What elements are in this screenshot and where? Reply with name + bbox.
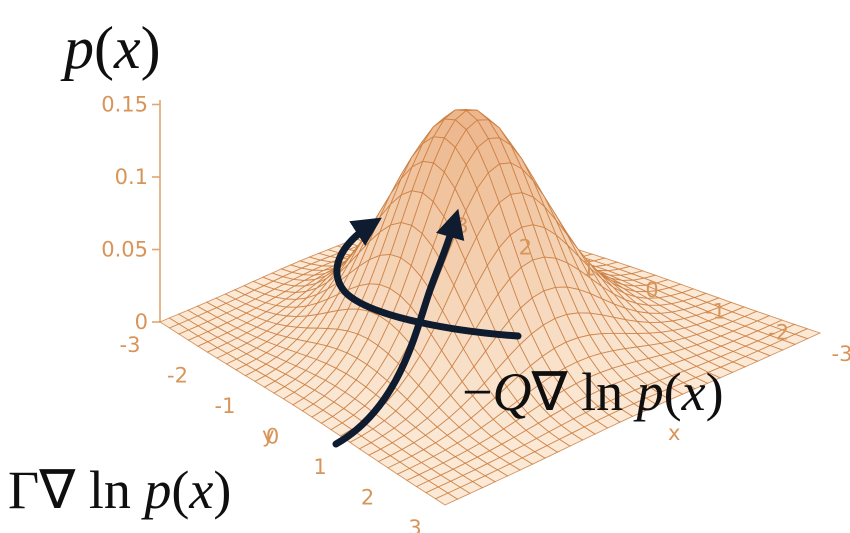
gaussian-surface xyxy=(159,109,822,506)
x-axis-label: x xyxy=(668,421,680,445)
surface-patch xyxy=(434,492,459,506)
annotation-gamma-open: ( xyxy=(171,460,189,520)
gradient-arrow xyxy=(332,208,465,448)
y-tick-group: -3 -2 -1 0 1 2 3 xyxy=(120,333,422,533)
title-p: p xyxy=(60,15,94,81)
annotation-q-p: p xyxy=(633,362,664,422)
annotation-gamma-p: p xyxy=(140,460,171,520)
annotation-q-open: ( xyxy=(664,362,682,422)
annotation-q-x: x xyxy=(681,362,706,422)
title-open-paren: ( xyxy=(94,15,114,81)
y-tick-label: 0 xyxy=(266,425,279,449)
y-tick-label: -2 xyxy=(167,364,188,388)
z-tick-group: 0 0.05 0.1 0.15 xyxy=(101,93,160,334)
x-tick-label: -2 xyxy=(768,321,789,345)
y-tick-label: 1 xyxy=(313,455,326,479)
annotation-gamma-nabla-ln: Γ∇ ln xyxy=(8,460,144,520)
y-axis-label: y xyxy=(262,423,274,447)
z-tick-label: 0 xyxy=(135,310,148,334)
z-tick-label: 0.1 xyxy=(115,165,148,189)
x-tick-label: 2 xyxy=(519,235,532,259)
y-tick-label: 2 xyxy=(361,486,374,510)
annotation-q-nabla-ln: ∇ ln xyxy=(530,362,636,422)
chart-title: p(x) xyxy=(60,15,161,81)
annotation-q-term: −Q∇ ln p(x) xyxy=(462,362,724,422)
annotation-q-close: ) xyxy=(706,362,724,422)
title-x: x xyxy=(113,15,141,81)
x-tick-label: 0 xyxy=(645,278,658,302)
z-tick-label: 0.15 xyxy=(101,93,148,117)
annotation-q-minus: − xyxy=(462,362,492,422)
x-tick-label: -1 xyxy=(705,299,726,323)
annotation-gamma-term: Γ∇ ln p(x) xyxy=(8,460,231,520)
z-tick-label: 0.05 xyxy=(101,238,148,262)
y-tick-label: 3 xyxy=(408,516,421,533)
annotation-gamma-x: x xyxy=(188,460,213,520)
title-close-paren: ) xyxy=(141,15,161,81)
rotation-arrow xyxy=(333,217,522,340)
annotation-gamma-close: ) xyxy=(213,460,231,520)
x-tick-label: -3 xyxy=(832,342,850,366)
x-tick-label: 1 xyxy=(582,257,595,281)
y-tick-label: -3 xyxy=(120,333,141,357)
y-tick-label: -1 xyxy=(215,394,236,418)
annotation-q-symbol: Q xyxy=(492,362,531,422)
